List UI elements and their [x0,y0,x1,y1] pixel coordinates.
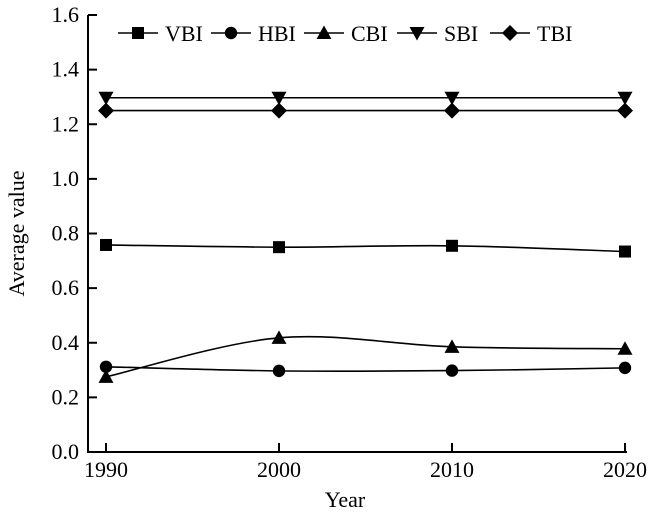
marker-triangle-down-SBI [617,91,633,106]
marker-diamond-TBI [98,102,114,119]
marker-circle-HBI [272,364,286,378]
legend-label-SBI: SBI [444,21,478,46]
legend-label-VBI: VBI [165,21,203,46]
marker-square-VBI [446,239,458,252]
legend-label-HBI: HBI [258,21,296,46]
y-tick-label: 1.0 [52,166,80,191]
marker-triangle-up-CBI [271,330,287,344]
x-tick-label: 2000 [257,457,301,482]
x-tick-label: 1990 [84,457,128,482]
axes-frame [87,15,627,453]
legend-marker-square-VBI [132,27,144,39]
marker-diamond-TBI [617,102,633,119]
legend-marker-triangle-down-SBI [409,27,425,41]
marker-triangle-down-SBI [271,91,287,106]
marker-square-VBI [100,238,112,251]
marker-triangle-up-CBI [98,369,114,383]
marker-square-VBI [273,241,285,254]
legend-marker-triangle-up-CBI [316,25,332,39]
marker-triangle-down-SBI [98,91,114,106]
y-tick-label: 0.2 [52,384,80,409]
y-tick-label: 0.0 [52,439,80,464]
marker-triangle-up-CBI [617,341,633,355]
marker-circle-HBI [618,361,632,375]
y-tick-label: 0.8 [52,221,80,246]
marker-square-VBI [619,245,631,258]
marker-circle-HBI [445,364,459,377]
legend-marker-diamond-TBI [502,25,518,41]
marker-diamond-TBI [271,102,287,119]
marker-circle-HBI [99,360,113,373]
legend-label-TBI: TBI [537,21,572,46]
y-tick-label: 1.2 [52,111,80,136]
series-line-CBI [105,335,626,378]
y-axis-title: Average value [4,170,29,296]
x-tick-label: 2020 [603,457,647,482]
marker-diamond-TBI [444,102,460,119]
legend-label-CBI: CBI [351,21,388,46]
y-tick-label: 0.6 [52,275,80,300]
marker-triangle-down-SBI [444,91,460,106]
x-tick-label: 2010 [430,457,474,482]
marker-triangle-up-CBI [444,339,460,353]
series-line-VBI [105,244,626,253]
y-tick-label: 1.6 [52,2,80,27]
y-tick-label: 0.4 [52,330,80,355]
series-line-HBI [105,365,626,373]
y-tick-label: 1.4 [52,57,80,82]
x-axis-title: Year [325,487,366,512]
legend-marker-circle-HBI [224,26,238,40]
